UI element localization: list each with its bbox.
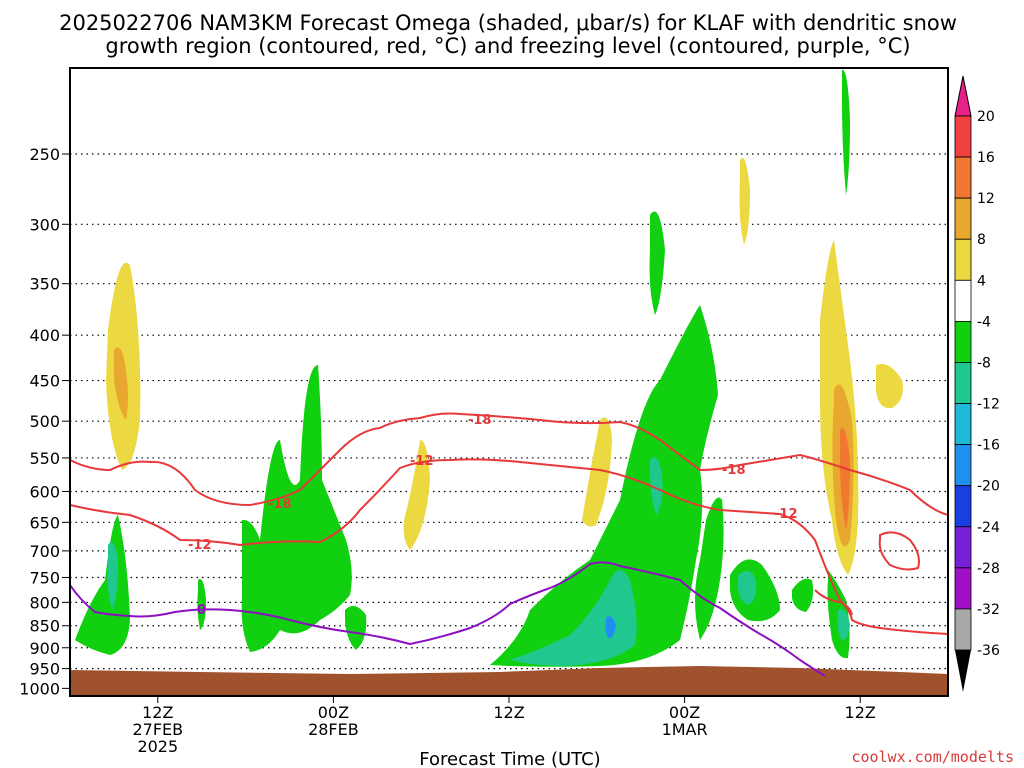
contour-label-minus12: -12 — [410, 454, 434, 469]
colorbar: 20 16 12 8 4 -4 -8 -12 -16 -20 -24 -28 -32 -36 — [954, 75, 1000, 692]
colorbar-bin — [954, 362, 972, 404]
y-tick-label: 600 — [29, 482, 60, 501]
y-tick-label: 550 — [29, 449, 60, 468]
y-tick-label: 1000 — [19, 679, 60, 698]
y-tick-label: 400 — [29, 326, 60, 345]
x-tick-date-label: 27FEB — [132, 720, 183, 739]
colorbar-bin — [954, 608, 972, 651]
colorbar-label: 20 — [977, 109, 995, 125]
omega-upward-core — [107, 542, 118, 610]
colorbar-label: 16 — [977, 150, 995, 166]
omega-upward-area — [490, 305, 718, 667]
omega-upward-area — [345, 606, 367, 650]
dgz-contour-line — [814, 589, 853, 616]
colorbar-bin — [954, 279, 972, 322]
colorbar-label: -12 — [977, 397, 1000, 413]
colorbar-bin — [954, 238, 972, 281]
dgz-contour-line — [69, 412, 949, 516]
x-tick-label: 12Z — [142, 703, 173, 722]
colorbar-label: -4 — [977, 314, 991, 330]
colorbar-bin — [954, 444, 972, 487]
credit-text: coolwx.com/modelts — [851, 748, 1014, 766]
colorbar-label: -36 — [977, 643, 1000, 659]
y-tick-label: 700 — [29, 542, 60, 561]
contour-labels: -18 -12 -12 -18 -18 -12 0 — [188, 413, 798, 618]
colorbar-label: -16 — [977, 438, 1000, 454]
omega-downward-area — [582, 417, 612, 527]
y-tick-label: 900 — [29, 639, 60, 658]
omega-downward-area — [403, 440, 430, 550]
contour-label-minus18: -18 — [268, 497, 292, 512]
x-tick-label: 00Z — [318, 703, 349, 722]
dgz-contours — [69, 412, 949, 635]
omega-shading — [75, 69, 903, 667]
y-axis: 250 300 350 400 450 500 550 600 650 700 750 800 850 9… — [19, 145, 70, 698]
contour-label-minus12: -12 — [774, 507, 798, 522]
colorbar-bin — [954, 197, 972, 240]
omega-upward-area — [75, 515, 130, 655]
omega-downward-area — [739, 158, 750, 245]
contour-label-minus18: -18 — [722, 463, 746, 478]
y-tick-label: 750 — [29, 568, 60, 587]
colorbar-label: -32 — [977, 602, 1000, 618]
y-tick-label: 250 — [29, 145, 60, 164]
omega-upward-area — [241, 365, 352, 652]
colorbar-label: -28 — [977, 561, 1000, 577]
omega-upward-core — [650, 457, 663, 515]
colorbar-bin — [954, 485, 972, 528]
colorbar-bin — [954, 567, 972, 610]
omega-downward-core — [114, 347, 128, 420]
colorbar-label: -24 — [977, 520, 1000, 536]
omega-upward-core — [510, 570, 637, 666]
y-tick-label: 850 — [29, 617, 60, 636]
omega-upward-area — [695, 497, 724, 640]
y-tick-label: 950 — [29, 660, 60, 679]
chart-title-line2: growth region (contoured, red, °C) and f… — [105, 34, 910, 58]
colorbar-label: -20 — [977, 479, 1000, 495]
colorbar-bin — [954, 403, 972, 446]
x-tick-label: 12Z — [493, 703, 524, 722]
x-tick-date-label: 28FEB — [308, 720, 359, 739]
colorbar-bin — [954, 156, 972, 199]
ground-surface — [70, 666, 948, 696]
x-tick-label: 12Z — [845, 703, 876, 722]
colorbar-bin — [954, 320, 972, 363]
colorbar-top-arrow — [954, 75, 972, 117]
omega-upward-area — [842, 69, 850, 195]
colorbar-bin — [954, 526, 972, 569]
dgz-contour-line — [878, 531, 920, 571]
x-axis-label: Forecast Time (UTC) — [419, 749, 600, 768]
colorbar-label: 8 — [977, 232, 986, 248]
omega-downward-area — [876, 364, 903, 409]
omega-upward-core — [837, 609, 850, 640]
colorbar-label: -8 — [977, 355, 991, 371]
colorbar-bottom-arrow — [955, 650, 971, 692]
x-tick-date-label: 1MAR — [662, 720, 708, 739]
y-tick-label: 300 — [29, 215, 60, 234]
omega-upward-area — [792, 578, 814, 612]
chart-title-line1: 2025022706 NAM3KM Forecast Omega (shaded… — [59, 11, 957, 35]
pressure-gridlines — [70, 153, 948, 689]
omega-upward-strong — [605, 616, 616, 639]
contour-label-minus12: -12 — [188, 538, 212, 553]
x-tick-date-label: 2025 — [137, 737, 178, 756]
y-tick-label: 350 — [29, 275, 60, 294]
contour-label-zero: 0 — [197, 603, 206, 618]
contour-label-minus18: -18 — [468, 413, 492, 428]
omega-upward-area — [649, 211, 665, 315]
omega-upward-core — [738, 571, 757, 605]
omega-downward-strong — [840, 428, 850, 530]
y-tick-label: 800 — [29, 593, 60, 612]
colorbar-label: 4 — [977, 273, 986, 289]
x-tick-label: 00Z — [669, 703, 700, 722]
colorbar-label: 12 — [977, 191, 995, 207]
y-tick-label: 500 — [29, 412, 60, 431]
freezing-level-contour — [69, 561, 826, 677]
colorbar-bin — [954, 115, 972, 158]
omega-upward-area — [197, 579, 206, 630]
y-tick-label: 450 — [29, 372, 60, 391]
y-tick-label: 650 — [29, 513, 60, 532]
